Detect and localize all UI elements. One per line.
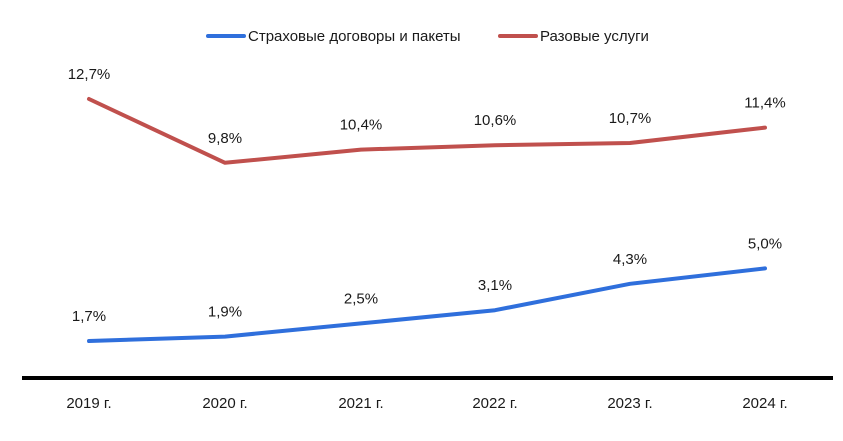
data-label: 2,5% [344,290,378,307]
data-label: 12,7% [68,66,111,83]
legend-label: Страховые договоры и пакеты [248,28,461,45]
x-tick-label: 2023 г. [607,395,652,412]
legend: Страховые договоры и пакеты Разовые услу… [206,28,649,45]
data-labels-insurance: 1,7% 1,9% 2,5% 3,1% 4,3% 5,0% [72,235,782,325]
x-tick-label: 2022 г. [472,395,517,412]
data-label: 10,7% [609,110,652,127]
series-line-insurance [87,266,767,343]
data-label: 11,4% [744,95,785,112]
legend-label: Разовые услуги [540,28,649,45]
data-label: 10,6% [474,112,517,129]
legend-item-insurance[interactable]: Страховые договоры и пакеты [206,28,461,45]
x-tick-label: 2024 г. [742,395,787,412]
data-label: 3,1% [478,277,512,294]
data-label: 4,3% [613,251,647,268]
data-label: 10,4% [340,117,383,134]
data-label: 1,9% [208,304,242,321]
x-tick-label: 2019 г. [66,395,111,412]
data-labels-one-time-services: 12,7% 9,8% 10,4% 10,6% 10,7% 11,4% [68,66,786,147]
data-label: 5,0% [748,235,782,252]
data-label: 9,8% [208,130,242,147]
x-tick-label: 2020 г. [202,395,247,412]
data-label: 1,7% [72,308,106,325]
series-line-one-time-services [87,97,767,165]
x-tick-label: 2021 г. [338,395,383,412]
legend-item-one-time-services[interactable]: Разовые услуги [498,28,649,45]
x-axis-ticks: 2019 г. 2020 г. 2021 г. 2022 г. 2023 г. 2024 … [66,395,787,412]
